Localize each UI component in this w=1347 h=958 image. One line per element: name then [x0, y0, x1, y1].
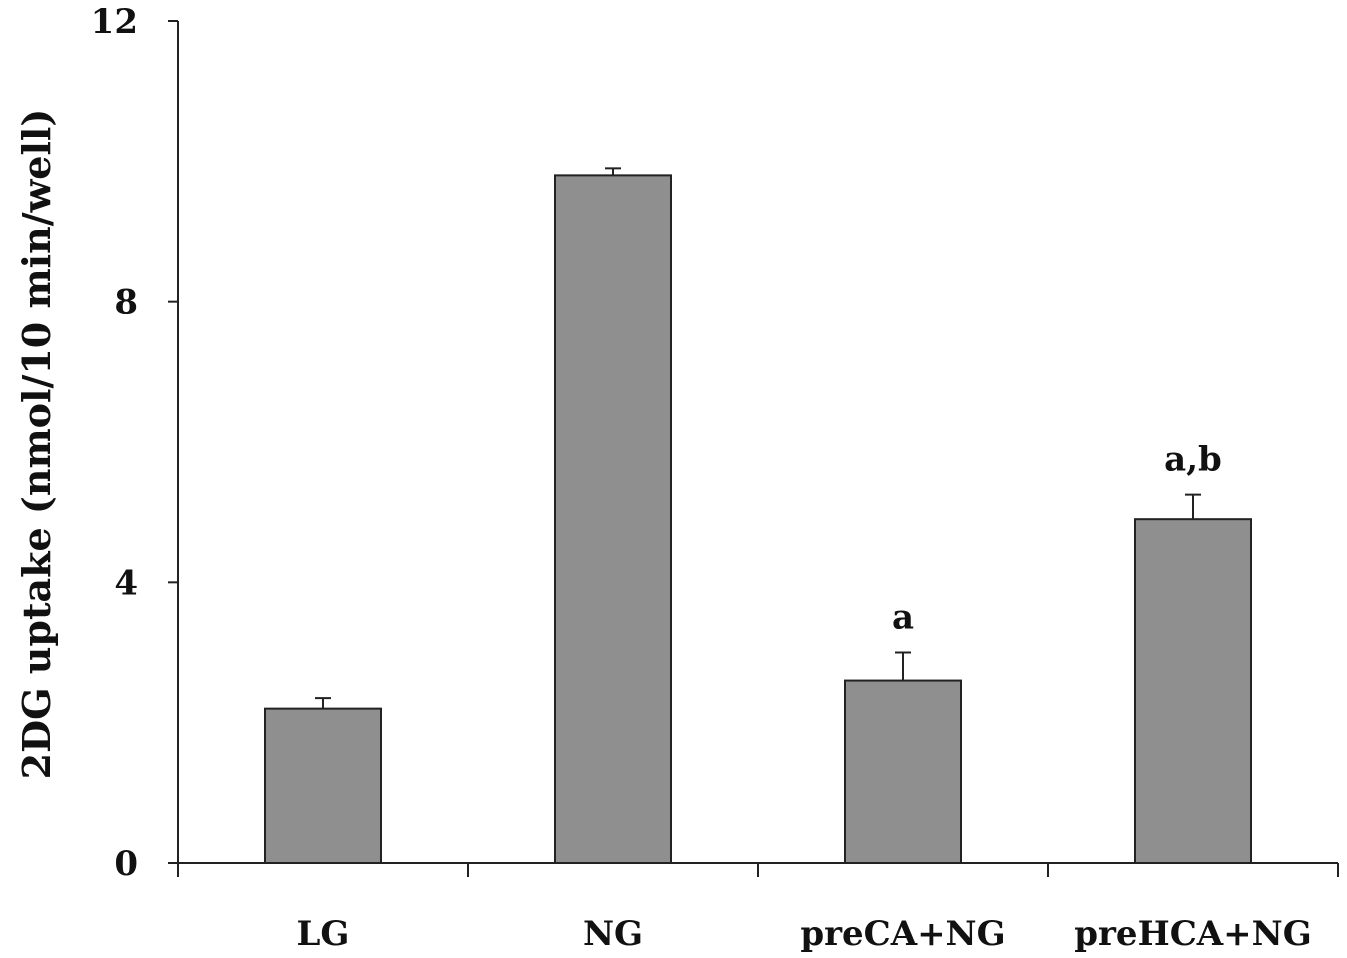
- labels-layer: LG NG preCA+NG preHCA+NG: [297, 914, 1312, 954]
- significance-annotation: a: [892, 598, 914, 638]
- x-category-label: NG: [583, 914, 643, 954]
- bar-prehca-ng: [1134, 518, 1252, 865]
- annotations-layer: a a,b: [892, 440, 1222, 638]
- y-tick-label: 0: [114, 844, 138, 884]
- bar-lg: [264, 707, 382, 865]
- x-category-label: preCA+NG: [800, 914, 1005, 954]
- bar-preca-ng: [844, 679, 962, 864]
- bar-ng: [554, 174, 672, 865]
- x-category-label: preHCA+NG: [1074, 914, 1312, 954]
- y-tick-label: 4: [114, 563, 138, 603]
- y-axis-title: 2DG uptake (nmol/10 min/well): [14, 109, 59, 780]
- significance-annotation: a,b: [1164, 440, 1222, 480]
- error-bars-layer: [315, 167, 1201, 709]
- x-category-label: LG: [297, 914, 350, 954]
- bars-layer: [264, 174, 1252, 865]
- y-ticks-layer: 0 4 8 12: [91, 2, 178, 884]
- x-ticks-layer: [177, 863, 1339, 877]
- y-tick-label: 8: [114, 283, 138, 323]
- y-tick-label: 12: [91, 2, 138, 42]
